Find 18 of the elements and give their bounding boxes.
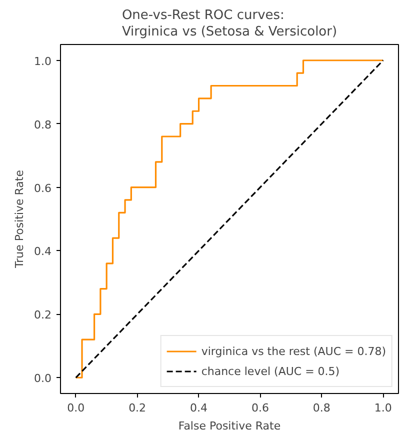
y-tick-label: 0.2 [34, 308, 52, 322]
y-tick-label: 0.6 [34, 182, 52, 195]
y-tick-label: 1.0 [34, 54, 52, 68]
x-tick-label: 0.0 [67, 402, 85, 414]
y-tick-label: 0.4 [34, 245, 52, 258]
x-axis-title: False Positive Rate [178, 420, 281, 432]
x-tick-label: 0.8 [312, 402, 330, 414]
x-tick-label: 0.6 [251, 402, 269, 414]
line-series [75, 60, 384, 378]
x-tick-label: 1.0 [374, 402, 392, 414]
legend-label: virginica vs the rest (AUC = 0.78) [201, 344, 386, 358]
x-tick-label: 0.2 [128, 402, 146, 414]
legend-label: chance level (AUC = 0.5) [201, 364, 340, 378]
y-tick-label: 0.8 [34, 118, 52, 132]
y-tick-label: 0.0 [34, 372, 52, 386]
y-axis-title: True Positive Rate [13, 170, 26, 269]
chart-title: One-vs-Rest ROC curves: Virginica vs (Setosa & Versicolor) [122, 8, 338, 40]
x-tick-label: 0.4 [190, 402, 208, 414]
